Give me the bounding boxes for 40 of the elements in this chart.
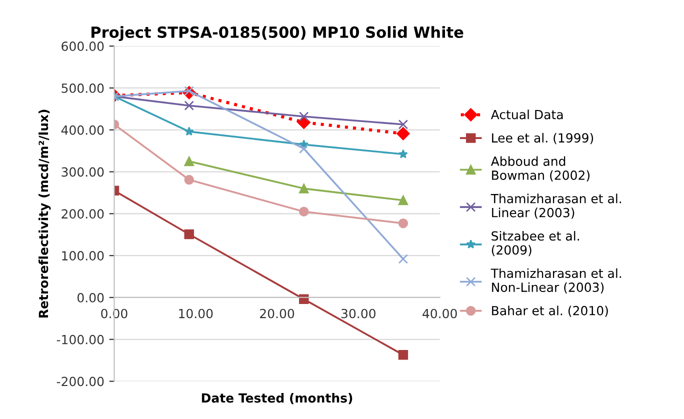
point (398, 120, 408, 130)
y-tick-label: 400.00 (61, 125, 104, 135)
legend-label: Actual Data (490, 110, 563, 120)
x-axis-title: Date Tested (months) (202, 393, 352, 404)
point (184, 126, 194, 136)
point (396, 127, 410, 140)
point (398, 350, 408, 360)
y-tick-label: -100.00 (56, 334, 104, 344)
y-tick-label: 300.00 (62, 167, 104, 177)
x-tick-label: 10.00 (179, 308, 213, 318)
point (299, 206, 309, 216)
point (398, 195, 408, 206)
x-tick-label: 40.00 (422, 308, 457, 318)
point (184, 174, 194, 185)
x-tick-label: 20.00 (260, 308, 294, 318)
y-tick-label: 200.00 (62, 209, 104, 219)
point (398, 254, 408, 264)
point (184, 100, 194, 110)
chart-title: Project STPSA-0185(500) MP10 Solid White (92, 26, 464, 42)
x-tick-label: 30.00 (341, 308, 376, 318)
y-tick-label: 600.00 (62, 42, 104, 52)
point (299, 144, 309, 154)
point (398, 218, 408, 228)
point (299, 112, 309, 122)
y-tick-label: 500.00 (62, 83, 104, 93)
y-axis-title: Retroreflectivity (mcd/m²/lux) (38, 110, 51, 318)
point (398, 149, 408, 158)
legend-label: Thamizharasan et al. Non-Linear (2003) (490, 268, 622, 294)
point (184, 229, 194, 240)
legend-label: Lee et al. (1999) (492, 132, 594, 144)
legend-label: Thamizharasan et al. Linear (2003) (490, 194, 622, 219)
point (299, 184, 309, 194)
y-tick-label: 100.00 (62, 251, 104, 261)
y-tick-label: -200.00 (56, 376, 104, 386)
legend-label: Bahar et al. (2010) (492, 306, 608, 317)
point (184, 156, 194, 166)
legend-label: Sitzabee et al. (2009) (492, 230, 579, 256)
legend-label: Abboud and Bowman (2002) (490, 156, 590, 182)
x-tick-label: 0.00 (101, 308, 128, 318)
y-tick-label: 0.00 (78, 292, 104, 302)
